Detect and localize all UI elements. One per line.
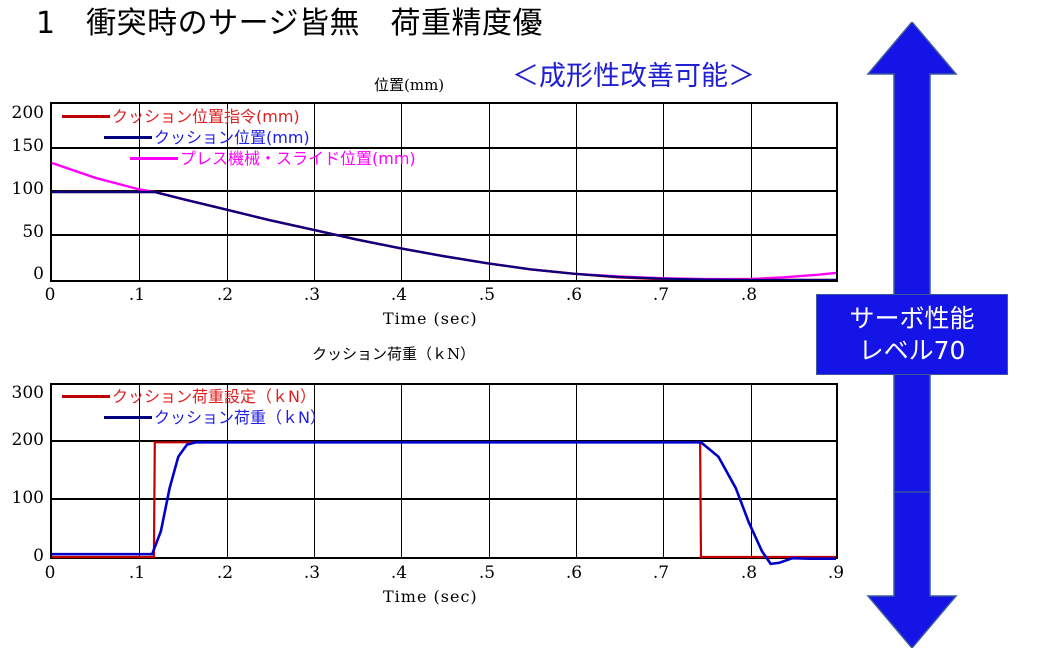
y-tick-300: 300 <box>11 383 44 403</box>
x-tick-0.1: .1 <box>128 563 146 583</box>
gridline-x-0.5 <box>489 385 490 557</box>
x-tick-0.3: .3 <box>303 285 321 305</box>
gridline-100 <box>52 190 836 192</box>
gridline-150 <box>52 147 836 149</box>
y-tick-100: 100 <box>11 179 44 199</box>
x-tick-0: 0 <box>44 285 56 305</box>
gridline-x-0.2 <box>227 104 228 280</box>
x-tick-0.8: .8 <box>740 563 758 583</box>
x-tick-0.4: .4 <box>390 563 408 583</box>
y-tick-100: 100 <box>11 488 44 508</box>
legend-label-cushion-position-command: クッション位置指令(mm) <box>112 106 300 126</box>
gridline-x-0.2 <box>227 385 228 557</box>
legend-item-cushion-load-setting: クッション荷重設定（ｋN） <box>62 386 326 407</box>
load-series-group <box>52 441 836 566</box>
gridline-x-0.6 <box>576 104 577 280</box>
x-tick-0.1: .1 <box>128 285 146 305</box>
position-chart-caption: 位置(mm) <box>374 76 445 94</box>
legend-swatch-blue <box>104 136 152 139</box>
y-tick-200: 200 <box>11 430 44 450</box>
x-tick-0.3: .3 <box>303 563 321 583</box>
x-tick-0.2: .2 <box>216 285 234 305</box>
x-tick-0.5: .5 <box>478 563 496 583</box>
legend-item-cushion-position-command: クッション位置指令(mm) <box>62 106 416 127</box>
legend-swatch-red <box>62 395 110 398</box>
gridline-x-0.4 <box>401 104 402 280</box>
x-tick-0.2: .2 <box>216 563 234 583</box>
x-tick-0: 0 <box>44 563 56 583</box>
position-series-group <box>52 161 836 280</box>
load-plot-area <box>50 383 838 566</box>
gridline-x-0.7 <box>663 385 664 557</box>
y-tick-0: 0 <box>33 546 44 566</box>
gridline-x-0.6 <box>576 385 577 557</box>
subtitle-callout: ＜成形性改善可能＞ <box>512 61 755 92</box>
x-tick-0.9: .9 <box>827 563 845 583</box>
gridline-100 <box>52 498 836 500</box>
series-cushion-load-setting <box>52 441 836 559</box>
position-plot-area <box>50 102 838 282</box>
series-slide-position <box>52 161 836 280</box>
gridline-50 <box>52 234 836 236</box>
gridline-x-0.8 <box>751 385 752 557</box>
servo-performance-callout: サーボ性能 レベル70 <box>816 294 1008 375</box>
legend-swatch-red <box>62 115 110 118</box>
x-tick-0.7: .7 <box>652 285 670 305</box>
legend-item-cushion-load: クッション荷重（ｋN） <box>62 407 326 428</box>
legend-swatch-magenta <box>130 157 178 160</box>
position-chart-legend: クッション位置指令(mm) クッション位置(mm) プレス機械・スライド位置(m… <box>62 106 416 169</box>
legend-label-cushion-load-setting: クッション荷重設定（ｋN） <box>112 386 316 406</box>
gridline-x-0.7 <box>663 104 664 280</box>
gridline-x-0.3 <box>314 104 315 280</box>
gridline-x-0.8 <box>751 104 752 280</box>
gridline-x-0.4 <box>401 385 402 557</box>
x-tick-0.7: .7 <box>652 563 670 583</box>
load-chart-legend: クッション荷重設定（ｋN） クッション荷重（ｋN） <box>62 386 326 428</box>
y-tick-150: 150 <box>11 136 44 156</box>
series-cushion-position-command <box>52 190 836 280</box>
gridline-x-0.3 <box>314 385 315 557</box>
position-chart-xlabel: Time (sec) <box>383 309 478 328</box>
legend-item-slide-position: プレス機械・スライド位置(mm) <box>62 148 416 169</box>
callout-line-2: レベル70 <box>858 335 966 365</box>
series-cushion-load <box>52 441 836 566</box>
y-tick-50: 50 <box>22 222 44 242</box>
legend-label-slide-position: プレス機械・スライド位置(mm) <box>180 148 416 168</box>
x-tick-0.5: .5 <box>478 285 496 305</box>
x-tick-0.6: .6 <box>565 285 583 305</box>
x-tick-0.4: .4 <box>390 285 408 305</box>
legend-label-cushion-load: クッション荷重（ｋN） <box>154 407 326 427</box>
gridline-200 <box>52 440 836 442</box>
x-tick-0.8: .8 <box>740 285 758 305</box>
gridline-x-0.1 <box>139 385 140 557</box>
page-title: 1 衝突時のサージ皆無 荷重精度優 <box>36 6 543 41</box>
gridline-x-0.5 <box>489 104 490 280</box>
legend-label-cushion-position: クッション位置(mm) <box>154 127 310 147</box>
x-tick-0.6: .6 <box>565 563 583 583</box>
y-tick-0: 0 <box>33 264 44 284</box>
legend-item-cushion-position: クッション位置(mm) <box>62 127 416 148</box>
legend-swatch-blue <box>104 416 152 419</box>
load-chart-caption: クッション荷重（ｋN） <box>312 345 476 363</box>
series-cushion-position <box>52 190 836 280</box>
load-chart-xlabel: Time (sec) <box>383 587 478 606</box>
callout-line-1: サーボ性能 <box>849 303 975 333</box>
y-tick-200: 200 <box>11 103 44 123</box>
